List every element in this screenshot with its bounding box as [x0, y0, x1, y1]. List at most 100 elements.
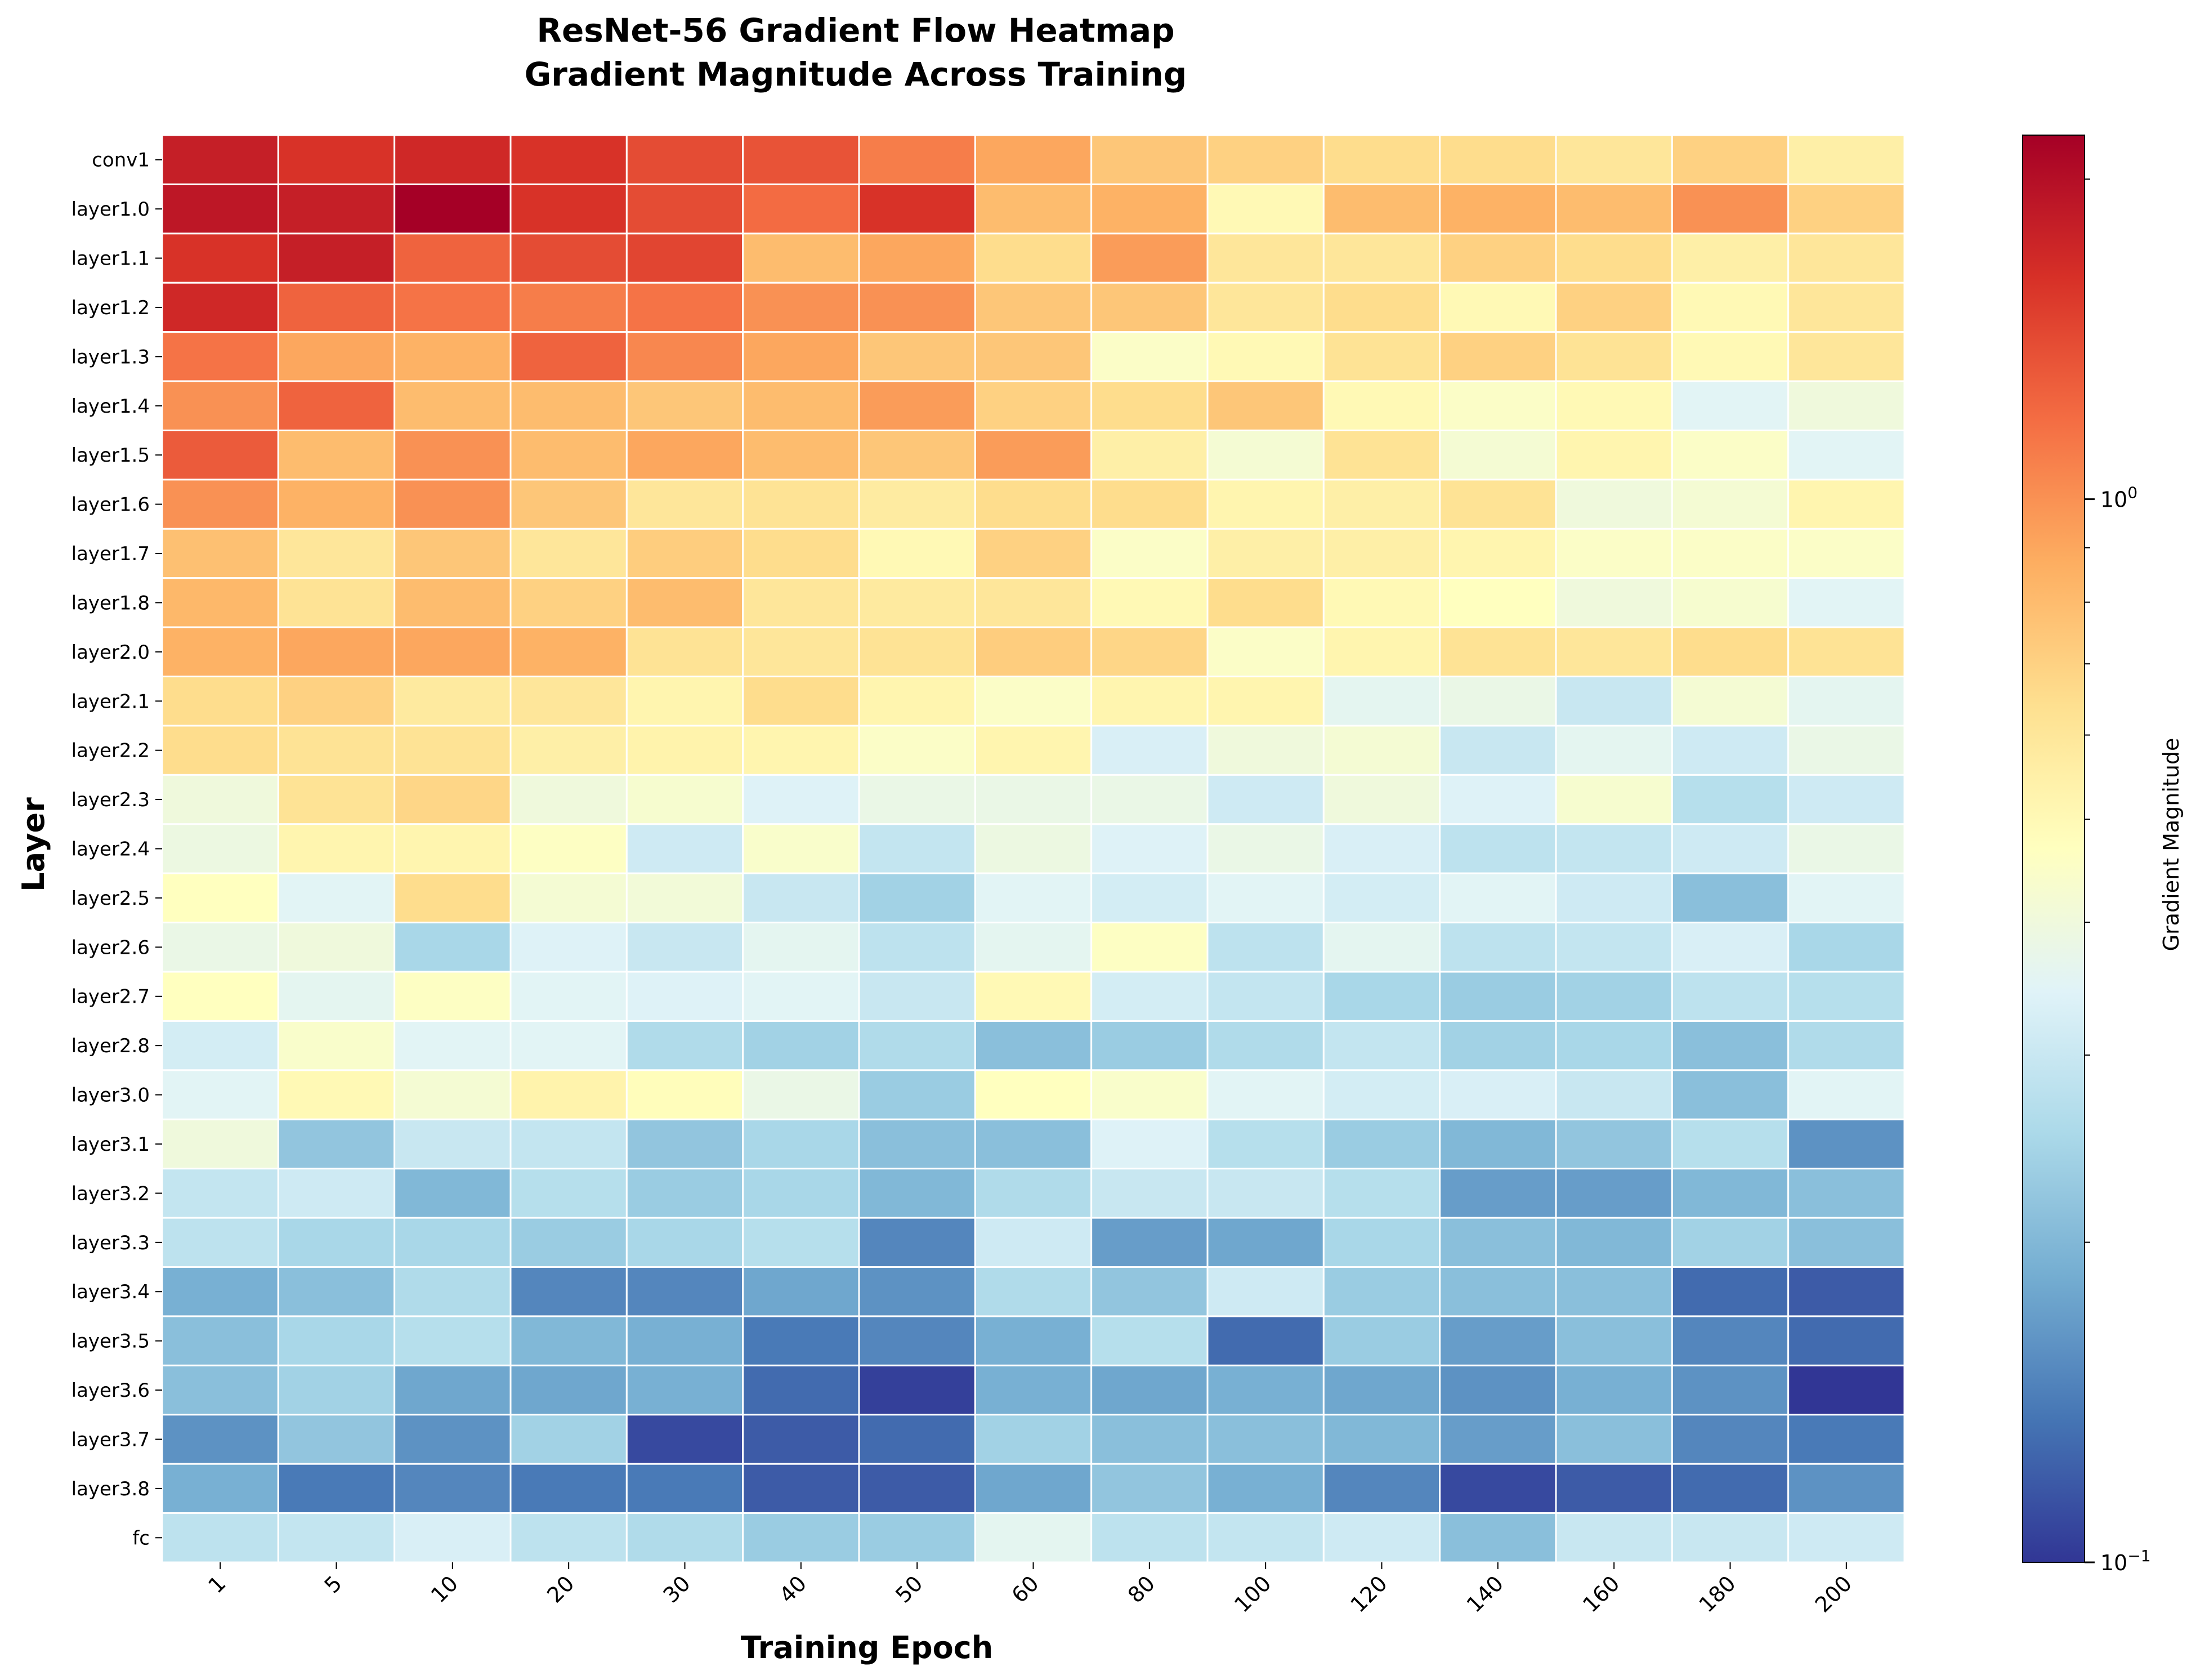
- heatmap-cell: [161, 479, 279, 530]
- heatmap-cell: [393, 725, 512, 776]
- heatmap-cell: [1671, 1463, 1790, 1514]
- heatmap-cell: [277, 479, 396, 530]
- heatmap-cell: [1555, 1217, 1673, 1268]
- heatmap-cell: [1787, 429, 1906, 481]
- heatmap-cell: [1322, 282, 1441, 333]
- heatmap-cell: [974, 1266, 1093, 1317]
- heatmap-cell: [742, 1512, 860, 1563]
- heatmap-cell: [1322, 823, 1441, 874]
- y-tick-label: layer2.8: [71, 1035, 150, 1057]
- heatmap-cell: [1322, 1463, 1441, 1514]
- heatmap-cell: [1787, 725, 1906, 776]
- heatmap-cell: [1787, 971, 1906, 1022]
- heatmap-cell: [1439, 233, 1557, 284]
- heatmap-cell: [858, 626, 976, 678]
- heatmap-cell: [1787, 331, 1906, 382]
- heatmap-cell: [1555, 1512, 1673, 1563]
- heatmap-cell: [1787, 1266, 1906, 1317]
- heatmap-cell: [1322, 922, 1441, 973]
- heatmap-cell: [1206, 1020, 1325, 1071]
- heatmap-cell: [277, 183, 396, 235]
- heatmap-cell: [742, 823, 860, 874]
- heatmap-cell: [974, 676, 1093, 727]
- heatmap-cell: [1555, 626, 1673, 678]
- heatmap-cell: [858, 577, 976, 628]
- heatmap-cell: [974, 528, 1093, 579]
- heatmap-cell: [625, 528, 744, 579]
- heatmap-cell: [277, 1463, 396, 1514]
- heatmap-cell: [1206, 331, 1325, 382]
- heatmap-cell: [1671, 134, 1790, 185]
- heatmap-cell: [277, 577, 396, 628]
- heatmap-cell: [509, 429, 628, 481]
- heatmap-cell: [393, 1266, 512, 1317]
- x-tick-label: 140: [1462, 1571, 1508, 1617]
- heatmap-cell: [277, 1118, 396, 1170]
- heatmap-cell: [1322, 676, 1441, 727]
- heatmap-cell: [393, 971, 512, 1022]
- heatmap-cell: [858, 1463, 976, 1514]
- heatmap-cell: [742, 922, 860, 973]
- heatmap-cell: [858, 134, 976, 185]
- heatmap-cell: [742, 1020, 860, 1071]
- heatmap-cell: [1555, 1069, 1673, 1120]
- heatmap-cell: [1439, 331, 1557, 382]
- heatmap-cell: [858, 1266, 976, 1317]
- colorbar-tick-label: 10−1: [2100, 1547, 2151, 1575]
- heatmap-cell: [858, 1020, 976, 1071]
- heatmap-cell: [1787, 577, 1906, 628]
- heatmap-cell: [161, 282, 279, 333]
- heatmap-cell: [974, 282, 1093, 333]
- heatmap-cell: [1787, 183, 1906, 235]
- heatmap-cell: [1787, 922, 1906, 973]
- heatmap-cell: [1787, 1463, 1906, 1514]
- heatmap-cell: [1787, 774, 1906, 825]
- heatmap-cell: [1439, 774, 1557, 825]
- heatmap-cell: [974, 183, 1093, 235]
- heatmap-cell: [1671, 725, 1790, 776]
- y-tick-label: layer2.4: [71, 838, 150, 861]
- heatmap-cell: [625, 331, 744, 382]
- heatmap-cell: [1439, 1217, 1557, 1268]
- heatmap-cell: [974, 725, 1093, 776]
- heatmap-cell: [858, 233, 976, 284]
- heatmap-cell: [742, 183, 860, 235]
- heatmap-cell: [393, 922, 512, 973]
- heatmap-cell: [509, 331, 628, 382]
- heatmap-cell: [1090, 233, 1209, 284]
- heatmap-cell: [393, 1168, 512, 1219]
- heatmap-cell: [742, 1463, 860, 1514]
- heatmap-cell: [393, 134, 512, 185]
- heatmap-cell: [1671, 429, 1790, 481]
- heatmap-cell: [858, 774, 976, 825]
- y-tick-label: layer1.1: [71, 248, 150, 270]
- heatmap-cell: [1206, 282, 1325, 333]
- heatmap-cell: [1090, 282, 1209, 333]
- y-tick-label: layer2.3: [71, 789, 150, 811]
- heatmap-cell: [858, 1217, 976, 1268]
- heatmap-cell: [858, 429, 976, 481]
- y-tick-label: layer3.4: [71, 1281, 150, 1303]
- heatmap-cell: [742, 1069, 860, 1120]
- heatmap-cell: [1671, 823, 1790, 874]
- heatmap-cell: [1671, 1266, 1790, 1317]
- heatmap-cell: [1555, 922, 1673, 973]
- y-tick-label: layer1.7: [71, 543, 150, 565]
- heatmap-cell: [161, 331, 279, 382]
- heatmap-cell: [277, 1512, 396, 1563]
- heatmap-cell: [1555, 1414, 1673, 1465]
- heatmap-cell: [1322, 183, 1441, 235]
- heatmap-cell: [509, 1118, 628, 1170]
- heatmap-cell: [1090, 183, 1209, 235]
- heatmap-cell: [625, 1512, 744, 1563]
- heatmap-cell: [1090, 577, 1209, 628]
- x-tick-labels: 1 5 10 20 30 40 50 60 80 100 120 140 160 180 200: [203, 1562, 1857, 1618]
- heatmap-cell: [858, 528, 976, 579]
- heatmap-cell: [161, 676, 279, 727]
- heatmap-cell: [625, 1020, 744, 1071]
- y-tick-label: layer2.5: [71, 887, 150, 910]
- heatmap-cell: [509, 1217, 628, 1268]
- heatmap-cell: [1439, 1266, 1557, 1317]
- heatmap-cell: [1322, 577, 1441, 628]
- x-tick-label: 200: [1810, 1571, 1857, 1617]
